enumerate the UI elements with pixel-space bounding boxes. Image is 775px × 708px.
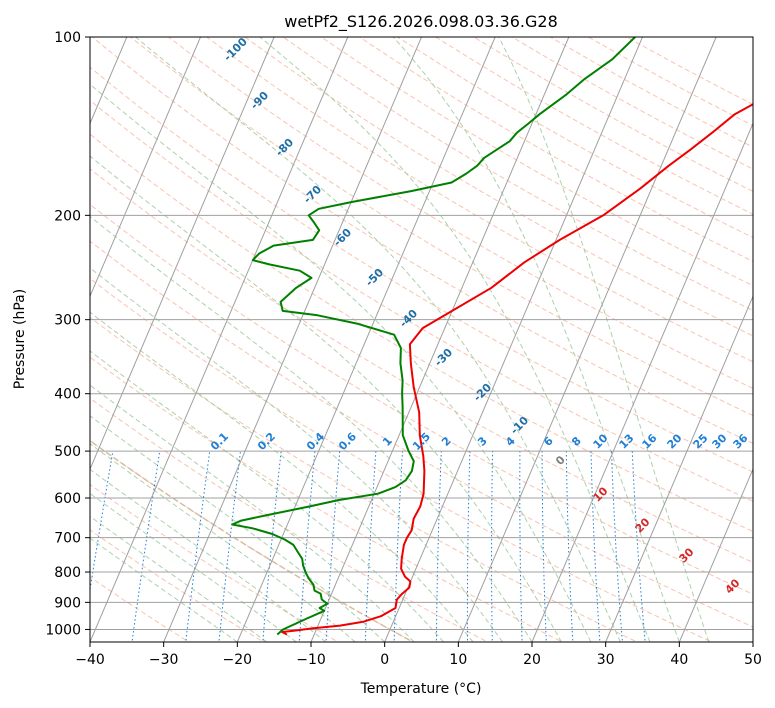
- isotherm: [678, 467, 753, 642]
- moist-adiabat: [498, 37, 710, 642]
- moist-adiabat: [90, 537, 238, 642]
- moist-adiabat: [392, 37, 680, 642]
- dry-adiabat: [91, 37, 753, 445]
- profile-lines: [231, 37, 753, 636]
- x-tick-label: −40: [75, 652, 105, 668]
- moist-adiabat: [135, 37, 621, 642]
- mixing-ratio-line: [519, 451, 523, 642]
- y-tick-label: 400: [54, 387, 81, 403]
- isotherms: [90, 37, 753, 642]
- y-axis-ticks: 1000 900 800 700 600 500 400 300 200 100: [45, 30, 90, 638]
- y-tick-label: 700: [54, 531, 81, 547]
- y-tick-label: 900: [54, 595, 81, 611]
- moist-adiabat: [90, 443, 356, 642]
- x-tick-label: −30: [149, 652, 179, 668]
- y-tick-label: 500: [54, 444, 81, 460]
- temperature-profile: [281, 103, 753, 636]
- isotherm: [310, 37, 570, 642]
- mixing-ratio-line: [541, 451, 547, 642]
- moist-adiabat: [90, 267, 503, 642]
- x-axis-label: Temperature (°C): [360, 681, 482, 697]
- x-tick-label: 30: [597, 652, 615, 668]
- x-tick-label: 20: [523, 652, 541, 668]
- x-tick-label: 40: [670, 652, 688, 668]
- mixing-ratio-line: [393, 451, 403, 642]
- mixing-ratio-line: [466, 451, 471, 642]
- y-tick-label: 800: [54, 565, 81, 581]
- moist-adiabat: [90, 415, 386, 642]
- mixing-ratio-line: [565, 451, 574, 642]
- y-tick-label: 200: [54, 208, 81, 224]
- x-tick-label: −20: [223, 652, 253, 668]
- pressure-gridlines: [90, 37, 753, 630]
- y-axis-label: Pressure (hPa): [12, 289, 28, 389]
- isotherm: [457, 37, 717, 642]
- y-tick-label: 600: [54, 491, 81, 507]
- isotherm: [90, 37, 275, 471]
- chart-title: wetPf2_S126.2026.098.03.36.G28: [284, 12, 558, 32]
- mixing-ratio-line: [435, 451, 442, 642]
- dry-adiabat: [320, 37, 753, 287]
- x-tick-label: 0: [380, 652, 389, 668]
- y-tick-label: 300: [54, 313, 81, 329]
- dry-adiabat: [282, 37, 753, 312]
- x-tick-label: 10: [449, 652, 467, 668]
- isotherm: [236, 37, 496, 642]
- isotherm: [163, 37, 422, 642]
- dry-adiabat: [90, 99, 753, 502]
- dry-adiabat: [90, 203, 753, 595]
- plot-frame: [89, 36, 754, 643]
- mixing-ratio-line: [590, 451, 601, 642]
- moist-adiabat: [90, 83, 592, 642]
- mixing-ratio-line: [491, 451, 494, 642]
- x-axis-ticks: −40 −30 −20 −10 0 10 20 30 40 50: [75, 642, 762, 668]
- x-tick-label: −10: [296, 652, 326, 668]
- moist-adiabat: [90, 215, 533, 642]
- moist-adiabat: [90, 350, 444, 642]
- isotherm: [605, 295, 753, 642]
- moist-adiabat: [90, 311, 474, 642]
- dry-adiabat: [90, 316, 639, 642]
- moist-adiabat: [90, 515, 268, 642]
- isotherm: [531, 122, 753, 642]
- dry-adiabat: [90, 66, 753, 473]
- x-tick-label: 50: [744, 652, 762, 668]
- dewpoint-profile: [231, 37, 636, 636]
- dry-adiabat: [90, 168, 753, 563]
- dry-adiabat: [90, 133, 753, 533]
- isotherm: [90, 37, 349, 642]
- isotherm: [384, 37, 643, 642]
- y-tick-label: 1000: [45, 622, 81, 638]
- dry-adiabat: [90, 240, 753, 628]
- moist-adiabat: [90, 155, 562, 642]
- moist-adiabat: [90, 468, 327, 642]
- isotherm: [90, 37, 201, 298]
- y-tick-label: 100: [54, 30, 81, 46]
